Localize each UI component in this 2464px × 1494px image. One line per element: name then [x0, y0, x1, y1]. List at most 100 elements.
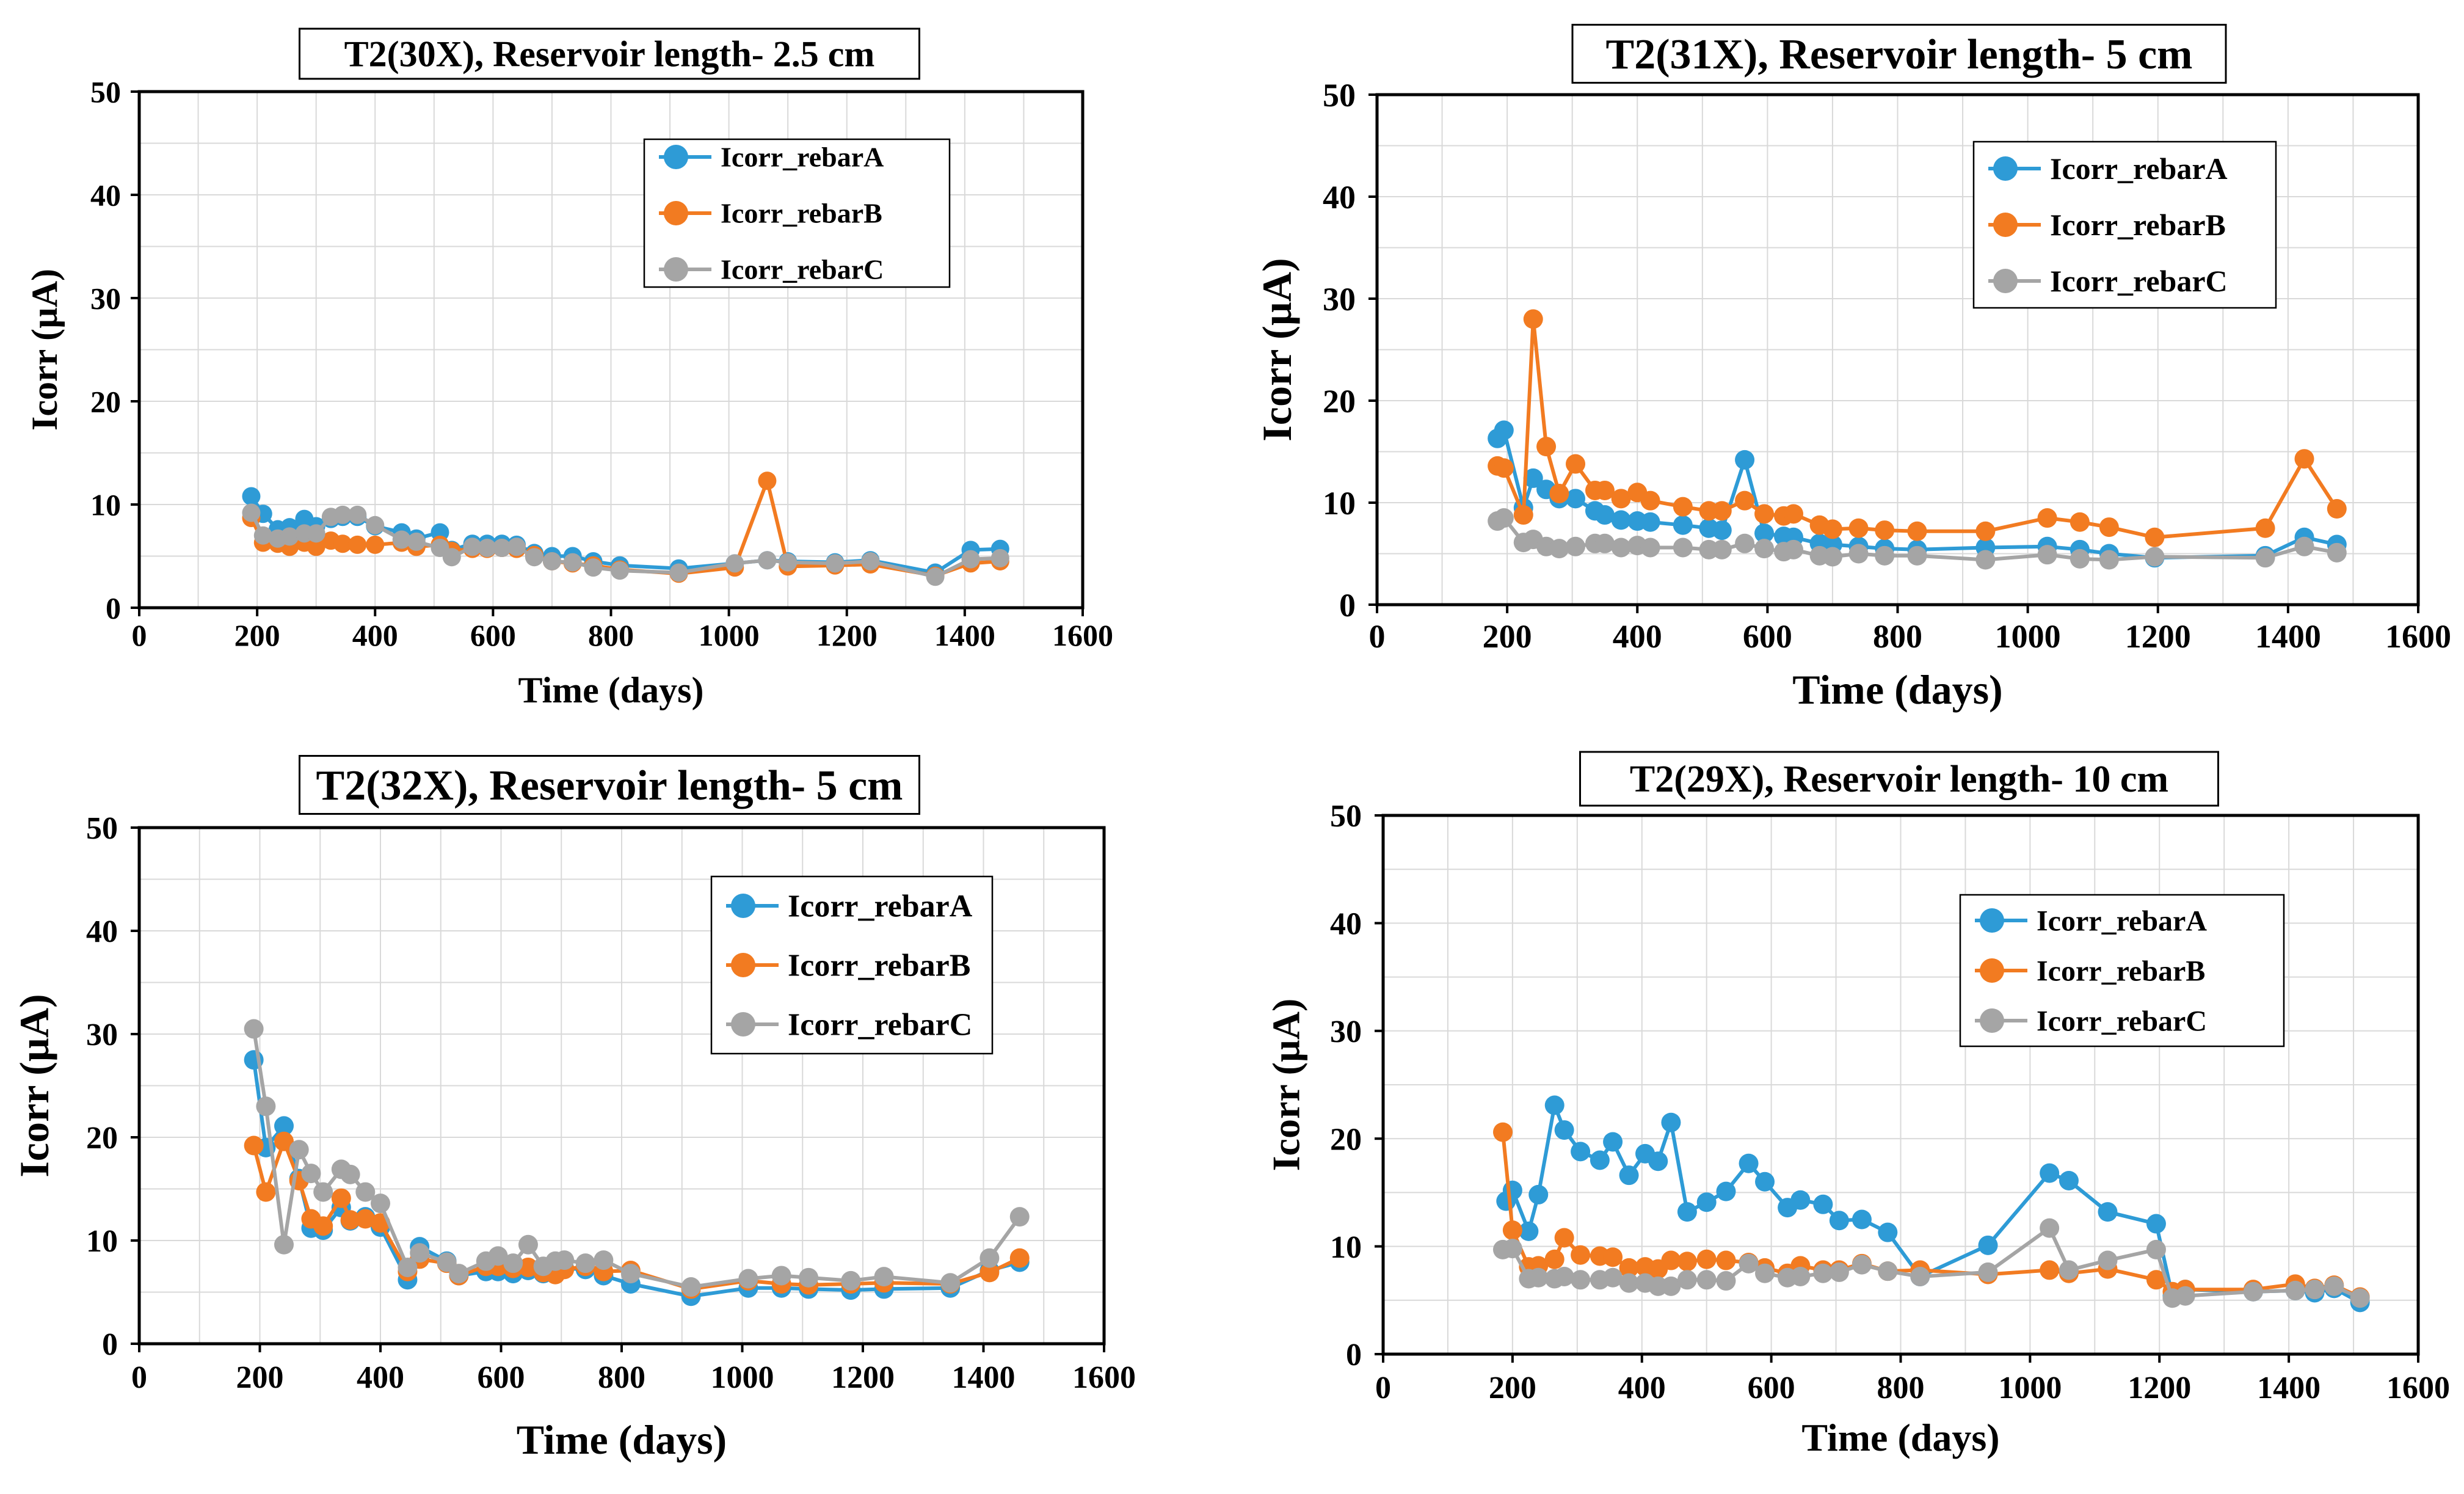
data-point [2294, 536, 2314, 556]
data-point [1494, 420, 1514, 440]
data-point [2040, 1163, 2060, 1183]
y-tick-label: 10 [1323, 485, 1356, 522]
y-tick-label: 50 [86, 811, 118, 846]
y-tick-label: 40 [86, 914, 118, 949]
data-point [669, 563, 688, 582]
x-tick-label: 600 [1748, 1371, 1795, 1405]
data-point [1523, 468, 1543, 488]
data-point [1536, 437, 1557, 457]
data-point [2146, 1239, 2166, 1259]
data-point [1712, 501, 1732, 521]
legend-label: Icorr_rebarC [2050, 264, 2228, 298]
data-point [274, 1234, 294, 1255]
data-point [1590, 1150, 1610, 1170]
data-point [1878, 1261, 1898, 1281]
legend: Icorr_rebarA Icorr_rebarB Icorr_rebarC [710, 875, 994, 1055]
data-point [1829, 1211, 1849, 1231]
legend-label: Icorr_rebarA [2050, 151, 2228, 186]
data-point [1519, 1221, 1539, 1241]
data-point [2099, 517, 2119, 537]
data-point [1661, 1276, 1681, 1296]
data-point [1603, 1247, 1623, 1267]
data-point [979, 1248, 1000, 1268]
data-point [1619, 1273, 1639, 1293]
legend-marker [731, 894, 755, 918]
x-tick-label: 1200 [2125, 618, 2191, 655]
data-point [1502, 1220, 1522, 1241]
data-point [1978, 1262, 1998, 1282]
data-point [313, 1216, 333, 1236]
data-point [2285, 1280, 2305, 1300]
y-tick-label: 10 [90, 488, 121, 522]
data-point [449, 1264, 469, 1284]
legend-marker [664, 201, 688, 225]
series-Icorr_rebarC [1492, 1218, 2370, 1308]
data-point [779, 553, 798, 572]
data-point [2070, 512, 2090, 532]
x-tick-label: 0 [1375, 1371, 1391, 1405]
data-point [307, 537, 325, 556]
data-point [407, 532, 426, 551]
data-point [1754, 523, 1775, 544]
x-axis-label: Time (days) [1801, 1416, 1999, 1459]
legend-marker [1993, 269, 2018, 293]
data-point [478, 538, 496, 557]
data-point [1673, 537, 1693, 558]
data-point [1492, 1122, 1513, 1142]
data-point [256, 1096, 276, 1117]
data-point [333, 534, 352, 553]
legend-label: Icorr_rebarA [721, 142, 884, 173]
x-tick-label: 1600 [1072, 1360, 1136, 1395]
data-point [1735, 450, 1755, 470]
data-point [1502, 1239, 1522, 1259]
data-point [1523, 309, 1543, 329]
x-tick-label: 200 [1489, 1371, 1536, 1405]
data-point [1739, 1153, 1759, 1173]
data-point [1640, 537, 1660, 558]
data-point [1513, 505, 1533, 525]
data-point [1494, 458, 1514, 478]
y-tick-label: 50 [90, 75, 121, 109]
data-point [1739, 1253, 1759, 1274]
data-point [2327, 542, 2347, 563]
data-point [620, 1264, 641, 1284]
data-point [280, 527, 299, 546]
data-point [2255, 518, 2275, 538]
data-point [979, 1263, 1000, 1283]
data-point [1566, 489, 1586, 509]
data-point [1009, 1207, 1030, 1227]
data-point [488, 1246, 508, 1266]
y-tick-label: 30 [1323, 281, 1356, 318]
data-point [826, 554, 845, 573]
y-tick-label: 40 [1330, 907, 1362, 942]
data-point [1619, 1258, 1639, 1278]
chart-title: T2(30X), Reservoir length- 2.5 cm [344, 34, 875, 74]
x-tick-label: 600 [1743, 618, 1792, 655]
series-Icorr_rebarC [242, 503, 1009, 586]
data-point [242, 503, 261, 522]
data-point [2327, 499, 2347, 519]
legend-label: Icorr_rebarB [2050, 208, 2226, 242]
data-point [274, 1116, 294, 1136]
data-point [463, 537, 482, 556]
data-point [1790, 1190, 1811, 1210]
data-point [1852, 1209, 1872, 1230]
x-tick-label: 1200 [816, 618, 878, 652]
data-point [563, 553, 582, 572]
x-tick-label: 1200 [831, 1360, 895, 1395]
legend-label: Icorr_rebarC [2037, 1005, 2207, 1037]
x-axis-label: Time (days) [1792, 666, 2002, 713]
chart-title-box [299, 755, 920, 815]
data-point [442, 548, 461, 567]
x-tick-label: 400 [1618, 1371, 1666, 1405]
data-point [1640, 490, 1660, 511]
data-point [1696, 1270, 1717, 1290]
data-point [1696, 1192, 1717, 1212]
data-point [1910, 1266, 1930, 1286]
data-point [244, 1135, 264, 1156]
y-axis-label: Icorr (µA) [1254, 258, 1300, 441]
legend-marker [1980, 958, 2004, 983]
data-point [554, 1250, 575, 1270]
data-point [2350, 1288, 2370, 1308]
data-point [1554, 1266, 1574, 1286]
